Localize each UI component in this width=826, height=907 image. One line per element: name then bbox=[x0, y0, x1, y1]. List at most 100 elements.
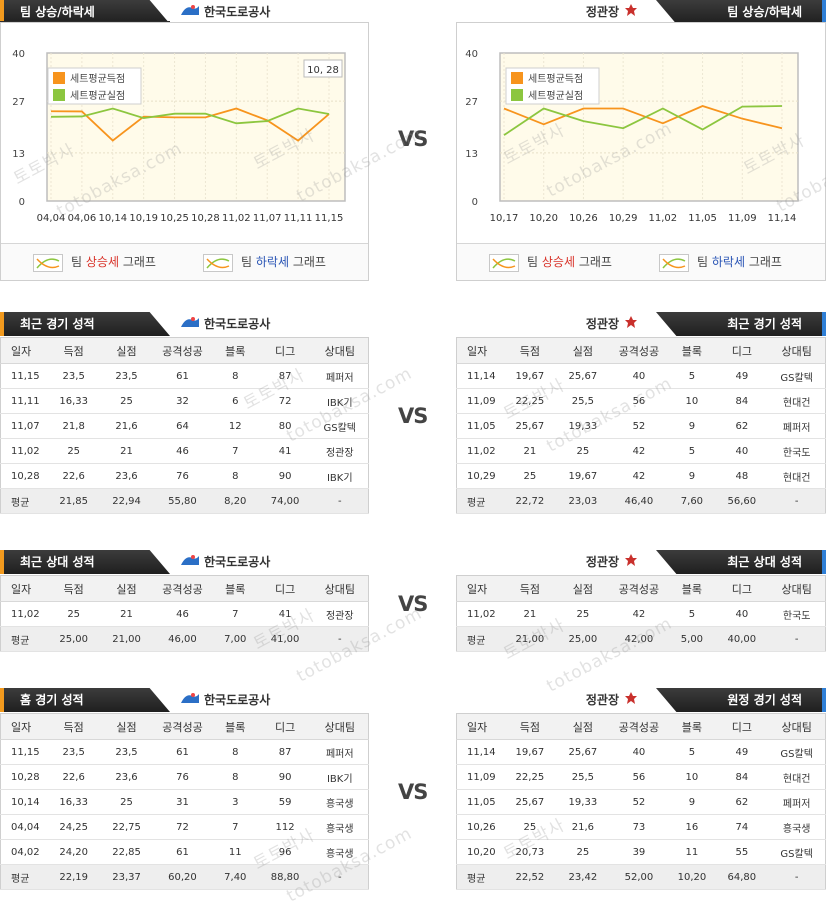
column-header: 디그 bbox=[715, 713, 769, 740]
x-tick-label: 10,28 bbox=[191, 213, 220, 224]
column-header: 일자 bbox=[0, 575, 48, 602]
average-row: 평균 22,19 23,37 60,20 7,40 88,80- bbox=[0, 864, 369, 890]
team-logo-home-icon bbox=[180, 1, 200, 25]
table-cell: 40 bbox=[609, 739, 669, 765]
table-cell: 22,94 bbox=[100, 488, 153, 514]
trend-chart-away: 0 13 27 40 10,17 10,20 10,26 10,29 11,02 11,05 11,… bbox=[465, 49, 799, 224]
table-cell: 21 bbox=[503, 601, 557, 627]
table-cell: 55,80 bbox=[152, 488, 212, 514]
table-cell: 7,60 bbox=[668, 488, 716, 514]
table-cell: 11,05 bbox=[456, 789, 504, 815]
y-tick-label: 0 bbox=[472, 197, 478, 208]
table-cell: 22,19 bbox=[47, 864, 101, 890]
table-cell: 42 bbox=[609, 438, 669, 464]
team-label-home: 한국도로공사 bbox=[180, 0, 270, 25]
table-cell: 22,75 bbox=[100, 814, 153, 840]
table-cell: 61 bbox=[152, 363, 212, 389]
table-cell: 59 bbox=[258, 789, 312, 815]
table-cell: - bbox=[768, 626, 826, 652]
column-header: 일자 bbox=[456, 713, 504, 740]
table-cell: 87 bbox=[258, 739, 312, 765]
table-cell: 74,00 bbox=[258, 488, 312, 514]
team-label-away: 정관장 bbox=[586, 0, 642, 25]
table-cell: 9 bbox=[668, 463, 716, 489]
table-cell: 19,33 bbox=[556, 413, 610, 439]
table-cell: 16,33 bbox=[47, 388, 101, 414]
table-cell: 61 bbox=[152, 739, 212, 765]
table-cell: 10 bbox=[668, 388, 716, 414]
table-cell: 25,67 bbox=[503, 413, 557, 439]
table-cell: 22,6 bbox=[47, 764, 101, 790]
column-header: 디그 bbox=[258, 337, 312, 364]
table-row: 10,28 22,6 23,6 76 8 90 IBK기 bbox=[0, 463, 369, 489]
table-cell: 25,67 bbox=[556, 363, 610, 389]
table-cell: 22,85 bbox=[100, 839, 153, 865]
x-tick-label: 10,25 bbox=[160, 213, 189, 224]
team-label-home-4: 한국도로공사 bbox=[180, 688, 270, 713]
table-cell: 11,05 bbox=[456, 413, 504, 439]
table-cell: 11,02 bbox=[0, 438, 48, 464]
y-tick-label: 40 bbox=[465, 49, 478, 60]
table-row: 04,02 24,20 22,85 61 11 96 흥국생 bbox=[0, 839, 369, 865]
table-cell: 21,6 bbox=[100, 413, 153, 439]
table-cell: IBK기 bbox=[311, 764, 369, 790]
trend-title-home: 팀 상승/하락세 bbox=[0, 0, 170, 24]
table-cell: 48 bbox=[715, 463, 769, 489]
table-cell: 10,20 bbox=[456, 839, 504, 865]
table-cell: 25,00 bbox=[47, 626, 101, 652]
table-cell: 31 bbox=[152, 789, 212, 815]
vs-label-4: VS bbox=[398, 780, 428, 804]
table-cell: 90 bbox=[258, 764, 312, 790]
table-cell: 21 bbox=[100, 438, 153, 464]
team-name-home: 한국도로공사 bbox=[204, 5, 271, 19]
table-cell: 25,5 bbox=[556, 388, 610, 414]
table-cell: 5 bbox=[668, 601, 716, 627]
table-cell: 21 bbox=[100, 601, 153, 627]
table-cell: 16 bbox=[668, 814, 716, 840]
team-label-home-3: 한국도로공사 bbox=[180, 550, 270, 575]
column-header: 득점 bbox=[503, 337, 557, 364]
column-header: 디그 bbox=[258, 575, 312, 602]
y-tick-label: 27 bbox=[465, 97, 478, 108]
table-cell: 21,6 bbox=[556, 814, 610, 840]
table-cell: - bbox=[311, 626, 369, 652]
table-cell: 40 bbox=[609, 363, 669, 389]
vs-label-3: VS bbox=[398, 592, 428, 616]
table-cell: 평균 bbox=[456, 864, 504, 890]
column-header: 일자 bbox=[456, 337, 504, 364]
legend-scored-away: 세트평균득점 bbox=[528, 73, 583, 85]
table-cell: 25,67 bbox=[556, 739, 610, 765]
team-logo-home-icon bbox=[180, 689, 200, 713]
table-cell: 8 bbox=[211, 739, 259, 765]
table-cell: 23,5 bbox=[47, 363, 101, 389]
table-cell: 5 bbox=[668, 438, 716, 464]
table-cell: 페퍼저 bbox=[311, 363, 369, 389]
table-cell: 84 bbox=[715, 388, 769, 414]
x-tick-label: 10,14 bbox=[98, 213, 127, 224]
h2h-table-home: 일자 득점 실점 공격성공 블록 디그 상대팀 11,02 25 21 46 7 41 정관장 평균 25,0… bbox=[0, 575, 369, 652]
chart-footer-home: 팀 상승세 그래프 팀 하락세 그래프 bbox=[1, 243, 368, 280]
x-tick-label: 10,29 bbox=[609, 213, 638, 224]
table-cell: 46 bbox=[152, 601, 212, 627]
column-header: 득점 bbox=[47, 713, 101, 740]
table-cell: - bbox=[768, 864, 826, 890]
x-tick-label: 11,14 bbox=[768, 213, 797, 224]
table-cell: 25 bbox=[100, 388, 153, 414]
table-cell: 19,33 bbox=[556, 789, 610, 815]
series-line bbox=[50, 107, 330, 142]
table-cell: 흥국생 bbox=[311, 814, 369, 840]
y-tick-label: 13 bbox=[465, 149, 478, 160]
table-cell: 56 bbox=[609, 388, 669, 414]
table-cell: 흥국생 bbox=[768, 814, 826, 840]
table-cell: 52,00 bbox=[609, 864, 669, 890]
column-header: 공격성공 bbox=[609, 713, 669, 740]
table-cell: 88,80 bbox=[258, 864, 312, 890]
table-cell: 11 bbox=[668, 839, 716, 865]
table-row: 11,02 21 25 42 5 40 한국도 bbox=[456, 438, 826, 464]
table-cell: 11,09 bbox=[456, 388, 504, 414]
table-cell: 46,40 bbox=[609, 488, 669, 514]
h2h-title-away: 최근 상대 성적 bbox=[656, 550, 826, 574]
table-cell: 9 bbox=[668, 413, 716, 439]
recent-title-home: 최근 경기 성적 bbox=[0, 312, 170, 336]
table-cell: 40 bbox=[715, 438, 769, 464]
